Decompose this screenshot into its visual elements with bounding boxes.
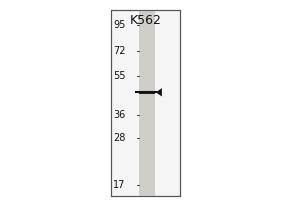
Bar xyxy=(139,10,155,196)
Text: K562: K562 xyxy=(130,14,161,27)
Text: 55: 55 xyxy=(113,71,125,81)
Bar xyxy=(139,91,155,94)
Text: 36: 36 xyxy=(113,110,125,120)
Text: 28: 28 xyxy=(113,133,125,143)
Text: 95: 95 xyxy=(113,20,125,30)
Polygon shape xyxy=(156,88,162,97)
Text: 72: 72 xyxy=(113,46,125,56)
Text: 17: 17 xyxy=(113,180,125,190)
Bar xyxy=(111,10,180,196)
